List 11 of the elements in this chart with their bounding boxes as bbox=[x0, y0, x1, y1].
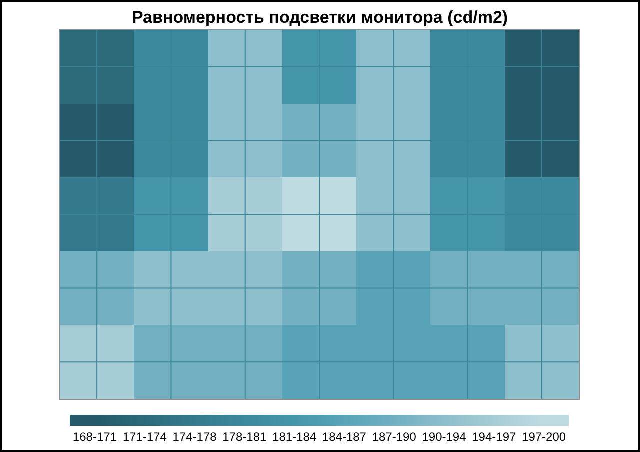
color-bar-label: 187-190 bbox=[372, 430, 417, 444]
color-bar-label: 194-197 bbox=[472, 430, 516, 444]
color-bar-label: 178-181 bbox=[222, 430, 267, 444]
color-bar-label: 171-174 bbox=[122, 430, 168, 444]
color-bar-label: 174-178 bbox=[172, 430, 218, 444]
color-bar-label: 184-187 bbox=[322, 430, 367, 444]
color-bar-label: 190-194 bbox=[422, 430, 467, 444]
color-bar-label: 168-171 bbox=[72, 430, 118, 444]
color-bar-label: 181-184 bbox=[272, 430, 317, 444]
color-bar-label: 197-200 bbox=[522, 430, 566, 444]
chart-title: Равномерность подсветки монитора (cd/m2) bbox=[132, 8, 508, 27]
